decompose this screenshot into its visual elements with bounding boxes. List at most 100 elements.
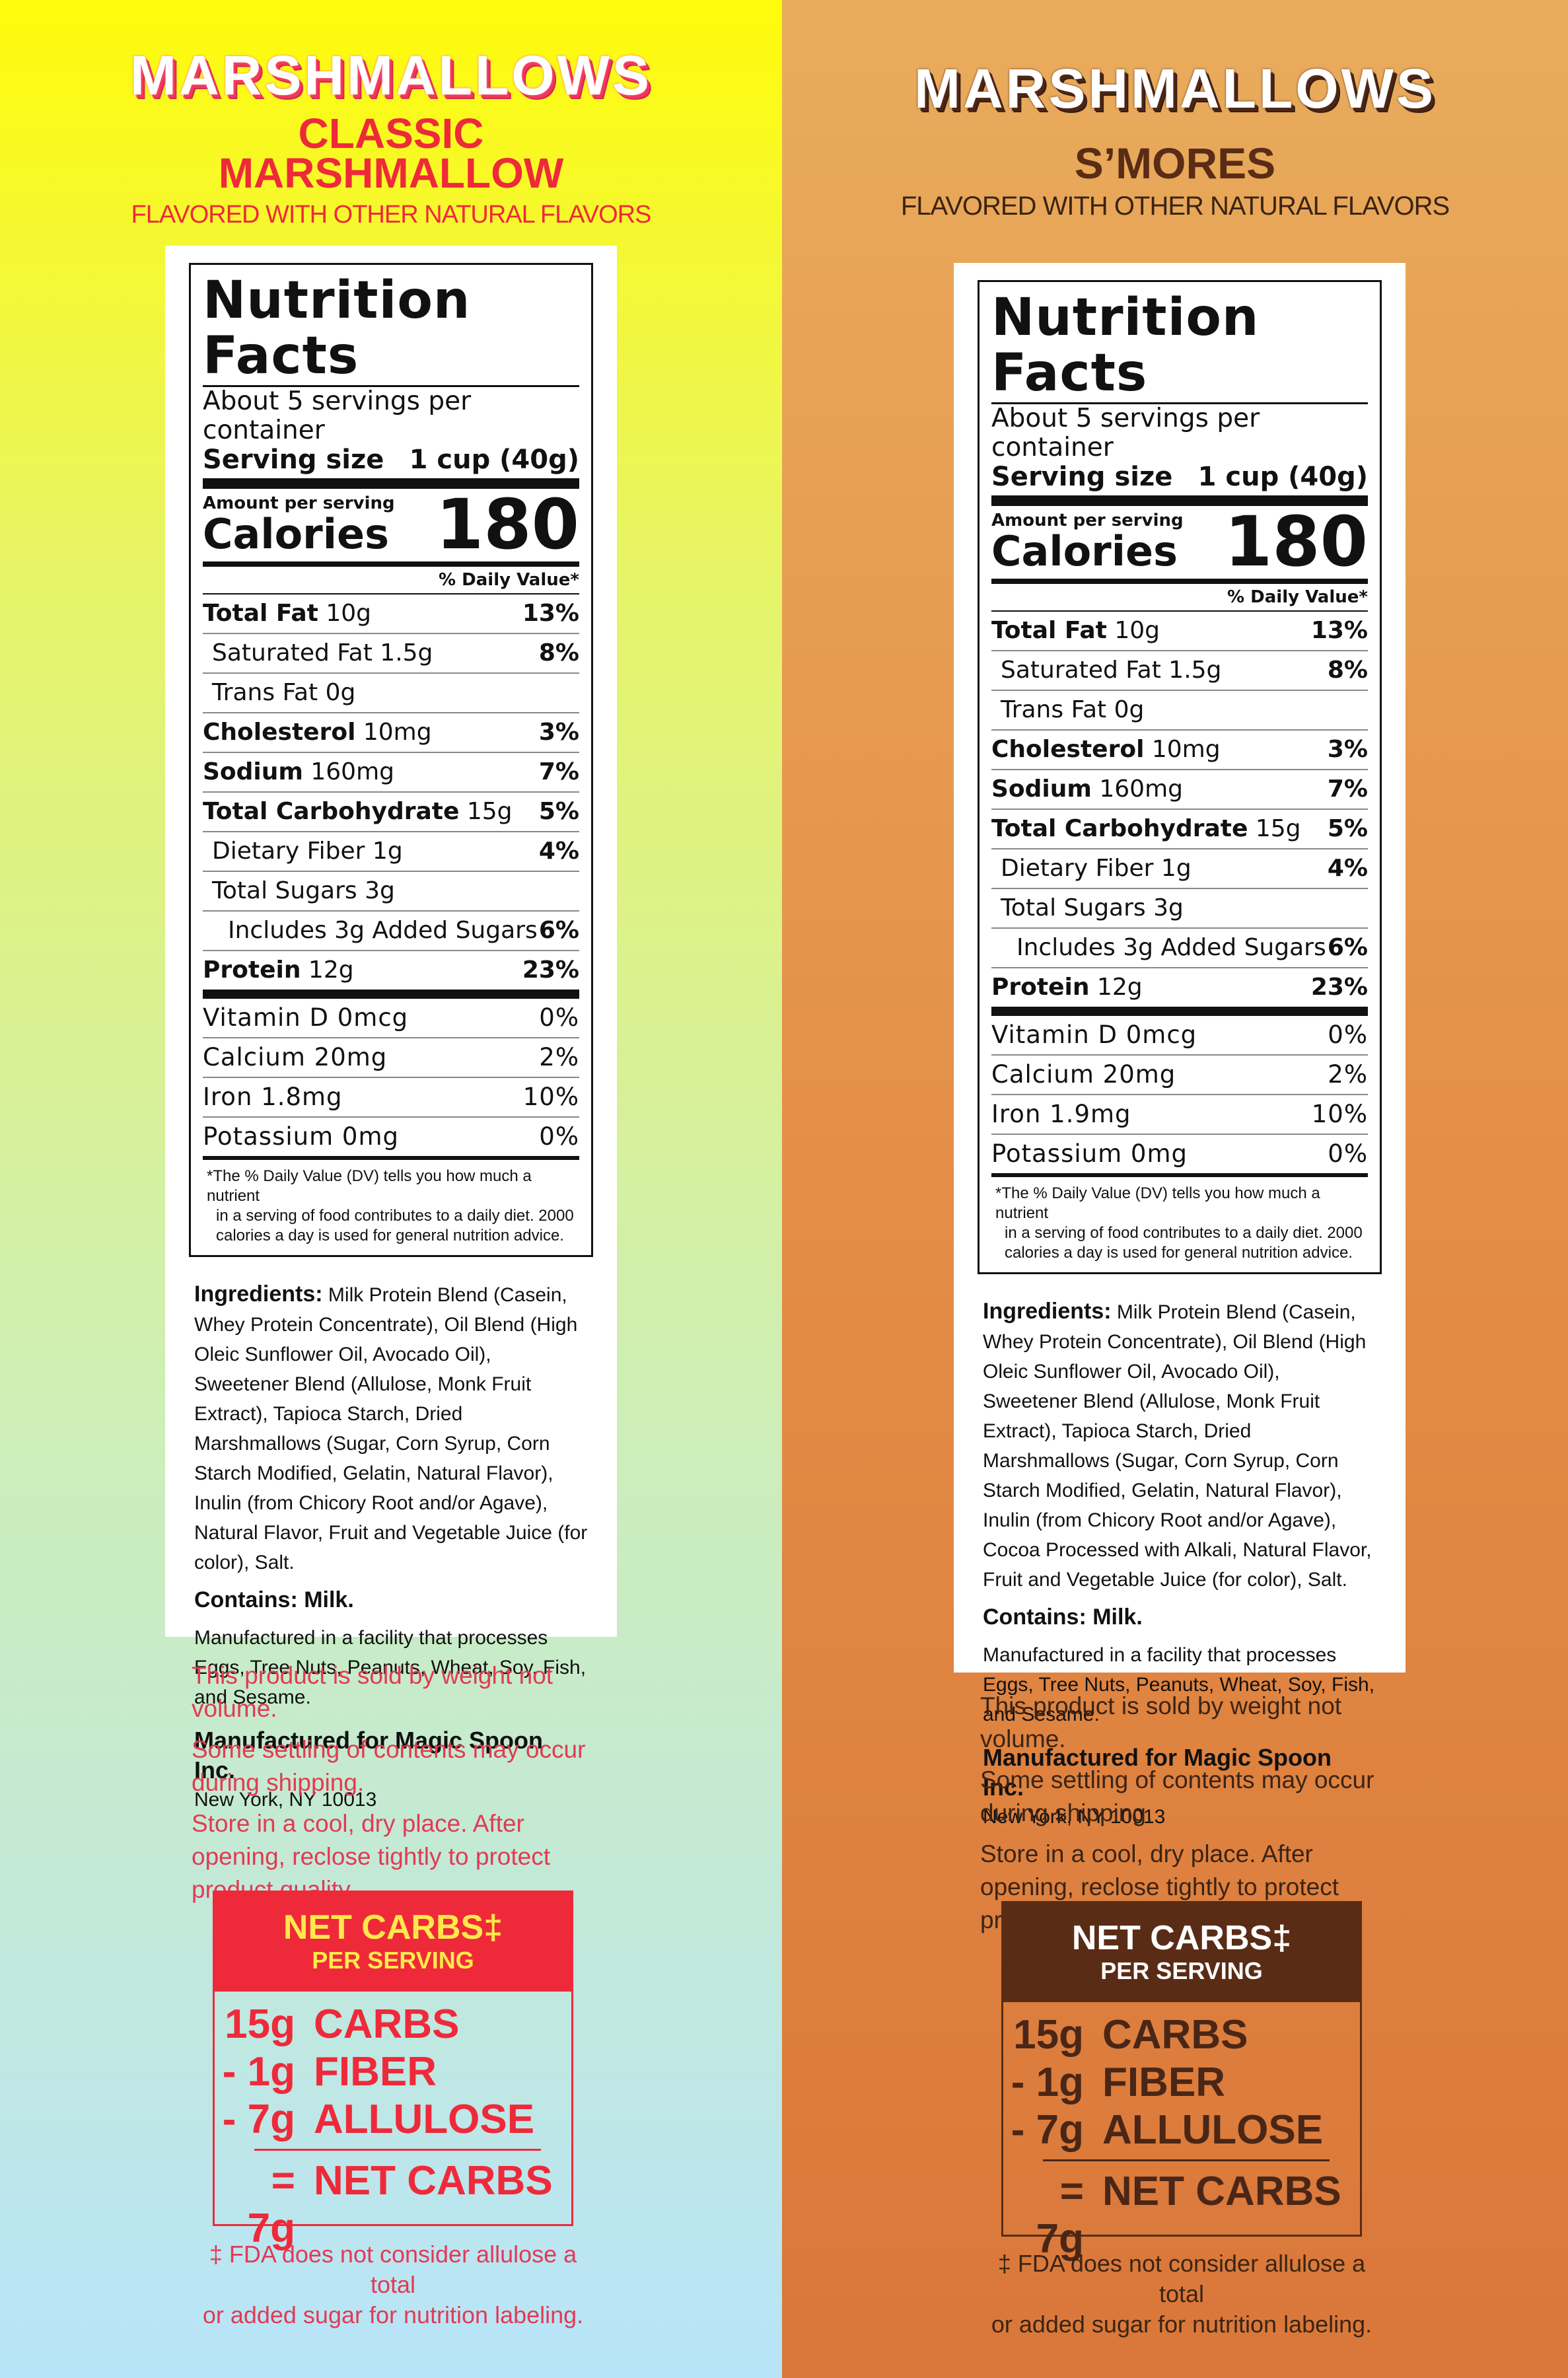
trans-fat-row: Trans Fat 0g xyxy=(203,674,579,713)
cholesterol-dv: 3% xyxy=(1327,736,1368,763)
added-sugars-row: Includes 3g Added Sugars 6% xyxy=(991,929,1368,968)
nutrition-facts-panel: Nutrition Facts About 5 servings per con… xyxy=(954,263,1406,1828)
total-carb-row: Total Carbohydrate 15g 5% xyxy=(203,793,579,832)
daily-value-footnote: *The % Daily Value (DV) tells you how mu… xyxy=(203,1160,579,1246)
contains-allergens: Contains: Milk. xyxy=(983,1604,1143,1630)
ingredients-section: Ingredients: Milk Protein Blend (Casein,… xyxy=(978,1297,1382,1832)
manufacturer-address: New York, NY 10013 xyxy=(983,1806,1166,1828)
net-carbs-calc: 15g CARBS - 1g FIBER - 7g ALLULOSE = 7g NET … xyxy=(1003,2002,1360,2263)
sodium-amount: 160mg xyxy=(310,758,395,785)
potassium-dv: 0% xyxy=(539,1122,579,1151)
serving-size-row: Serving size 1 cup (40g) xyxy=(203,445,579,489)
serving-size-label: Serving size xyxy=(203,445,384,475)
total-sugars-row: Total Sugars 3g xyxy=(991,889,1368,929)
net-carbs-subtitle: PER SERVING xyxy=(312,1947,474,1974)
saturated-fat-row: Saturated Fat 1.5g 8% xyxy=(991,651,1368,691)
footnote-line-1: *The % Daily Value (DV) tells you how mu… xyxy=(995,1184,1320,1222)
calcium-row: Calcium 20mg 2% xyxy=(991,1056,1368,1095)
protein-amount: 12g xyxy=(308,956,354,984)
ingredients-paragraph: Ingredients: Milk Protein Blend (Casein,… xyxy=(983,1297,1376,1595)
fda-note: ‡ FDA does not consider allulose a total… xyxy=(980,2249,1383,2340)
serving-size-label: Serving size xyxy=(991,462,1173,492)
fda-note-line-2: or added sugar for nutrition labeling. xyxy=(202,2301,584,2328)
net-carbs-subtitle: PER SERVING xyxy=(1100,1957,1263,1984)
iron-dv: 10% xyxy=(522,1083,579,1111)
nutrition-facts-label: Nutrition Facts About 5 servings per con… xyxy=(189,263,593,1257)
net-carbs-divider xyxy=(254,2149,541,2151)
added-sugars-dv: 6% xyxy=(538,917,579,944)
carbs-row: 15g CARBS xyxy=(1003,2011,1360,2059)
ingredients-label: Ingredients: xyxy=(194,1281,323,1307)
notice-settling: Some settling of contents may occur duri… xyxy=(192,1736,586,1796)
smores-panel: MARSHMALLOWS S’MORES FLAVORED WITH OTHER… xyxy=(782,0,1568,2378)
footnote-line-3: calories a day is used for general nutri… xyxy=(1005,1244,1353,1262)
net-carbs-header: NET CARBS‡ PER SERVING xyxy=(1003,1903,1360,2002)
carbs-row: 15g CARBS xyxy=(215,2001,571,2048)
saturated-fat-label: Saturated Fat 1.5g xyxy=(212,639,433,667)
vitamin-d-row: Vitamin D 0mcg 0% xyxy=(203,999,579,1038)
serving-size-value: 1 cup (40g) xyxy=(409,445,579,475)
amount-per-serving: Amount per serving xyxy=(991,511,1184,530)
net-carbs-title: NET CARBS‡ xyxy=(283,1908,503,1947)
serving-size-row: Serving size 1 cup (40g) xyxy=(991,462,1368,506)
ingredients-section: Ingredients: Milk Protein Blend (Casein,… xyxy=(189,1279,593,1815)
nutrition-facts-label: Nutrition Facts About 5 servings per con… xyxy=(978,280,1382,1274)
net-carbs-result-row: = 7g NET CARBS xyxy=(215,2157,571,2252)
nutrition-facts-title: Nutrition Facts xyxy=(991,290,1368,404)
saturated-fat-row: Saturated Fat 1.5g 8% xyxy=(203,634,579,674)
allulose-row: - 7g ALLULOSE xyxy=(1003,2107,1360,2154)
carbs-qty: 15g xyxy=(225,2001,295,2047)
total-carb-amount: 15g xyxy=(1255,815,1301,842)
storage-notices: This product is sold by weight not volum… xyxy=(192,1659,614,1914)
servings-per-container: About 5 servings per container xyxy=(203,386,472,445)
potassium-row: Potassium 0mg 0% xyxy=(203,1118,579,1160)
calories-label: Calories xyxy=(203,510,389,558)
dietary-fiber-dv: 4% xyxy=(1327,855,1368,882)
protein-row: Protein 12g 23% xyxy=(203,951,579,999)
iron-dv: 10% xyxy=(1311,1100,1368,1128)
sodium-row: Sodium 160mg 7% xyxy=(991,770,1368,810)
flavor-subtitle: FLAVORED WITH OTHER NATURAL FLAVORS xyxy=(131,201,651,229)
potassium-row: Potassium 0mg 0% xyxy=(991,1135,1368,1177)
saturated-fat-label: Saturated Fat 1.5g xyxy=(1001,657,1222,684)
fda-note-line-2: or added sugar for nutrition labeling. xyxy=(991,2311,1372,2338)
calcium-dv: 2% xyxy=(539,1043,579,1071)
allulose-qty: - 7g xyxy=(1011,2107,1084,2153)
vitamin-d-dv: 0% xyxy=(539,1003,579,1032)
notice-settling: Some settling of contents may occur duri… xyxy=(980,1766,1374,1826)
net-carbs-result-row: = 7g NET CARBS xyxy=(1003,2168,1360,2263)
trans-fat-label: Trans Fat 0g xyxy=(1001,696,1145,723)
facility-statement: Manufactured in a facility that processe… xyxy=(194,1627,587,1708)
fda-note: ‡ FDA does not consider allulose a total… xyxy=(192,2239,594,2330)
protein-label: Protein xyxy=(203,956,301,984)
total-carb-label: Total Carbohydrate xyxy=(203,798,460,825)
flavor-name: S’MORES xyxy=(1074,139,1276,188)
net-carbs-divider xyxy=(1043,2159,1330,2161)
net-carbs-result-qty: = 7g xyxy=(247,2158,295,2251)
net-carbs-box: NET CARBS‡ PER SERVING 15g CARBS - 1g FIBE… xyxy=(1001,1901,1362,2262)
vitamin-d-dv: 0% xyxy=(1328,1021,1368,1049)
allulose-label: ALLULOSE xyxy=(1102,2107,1324,2153)
total-carb-dv: 5% xyxy=(538,798,579,825)
added-sugars-dv: 6% xyxy=(1327,934,1368,961)
daily-value-header: % Daily Value* xyxy=(991,584,1368,612)
calcium-row: Calcium 20mg 2% xyxy=(203,1038,579,1078)
footnote-line-2: in a serving of food contributes to a da… xyxy=(1005,1224,1363,1242)
potassium-dv: 0% xyxy=(1328,1139,1368,1168)
notice-weight: This product is sold by weight not volum… xyxy=(192,1662,553,1722)
brand-title: MARSHMALLOWS xyxy=(914,57,1436,120)
contains-allergens: Contains: Milk. xyxy=(194,1587,354,1612)
flavor-line-1: CLASSIC xyxy=(298,110,484,157)
total-fat-label: Total Fat xyxy=(203,600,318,627)
cholesterol-dv: 3% xyxy=(538,719,579,746)
manufacturer: Manufactured for Magic Spoon Inc. xyxy=(194,1727,544,1784)
facility-statement: Manufactured in a facility that processe… xyxy=(983,1644,1375,1725)
net-carbs-calc: 15g CARBS - 1g FIBER - 7g ALLULOSE = 7g NET … xyxy=(215,1992,571,2252)
fiber-qty: - 1g xyxy=(222,2049,295,2095)
saturated-fat-dv: 8% xyxy=(538,639,579,667)
cholesterol-label: Cholesterol xyxy=(203,719,356,746)
total-fat-amount: 10g xyxy=(1114,617,1160,644)
carbs-label: CARBS xyxy=(314,2001,460,2047)
net-carbs-result-label: NET CARBS xyxy=(1102,2169,1341,2214)
calories-label: Calories xyxy=(991,527,1178,575)
